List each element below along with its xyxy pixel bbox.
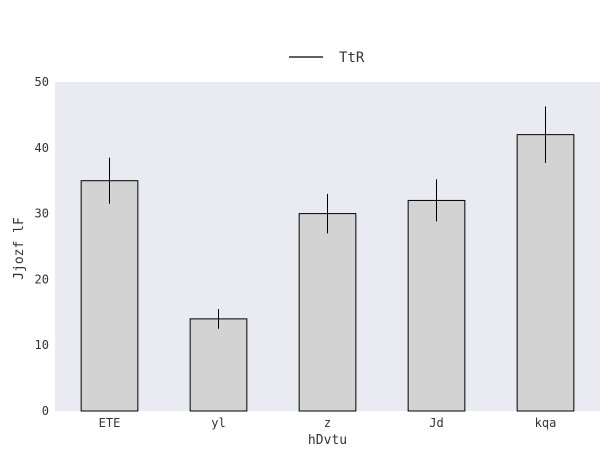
x-tick-label: Jd: [429, 416, 443, 430]
bar: [80, 180, 139, 412]
x-tick-label: yl: [211, 416, 225, 430]
y-tick-label: 10: [35, 338, 49, 352]
legend: TtR: [289, 50, 365, 66]
y-axis-ticks: 0 10 20 30 40 50: [35, 75, 49, 418]
x-tick-label: z: [324, 416, 331, 430]
y-tick-label: 0: [42, 404, 49, 418]
errorbars-group: [109, 106, 546, 329]
bar: [407, 199, 466, 412]
y-tick-label: 30: [35, 207, 49, 221]
x-tick-label: ETE: [99, 416, 121, 430]
legend-label: TtR: [339, 50, 365, 66]
x-axis-label: hDvtu: [308, 433, 347, 448]
y-tick-label: 20: [35, 272, 49, 286]
bars-group: [80, 134, 575, 412]
y-axis-label: Jjozf lF: [12, 217, 27, 280]
x-axis-ticks: ETE yl z Jd kqa: [99, 416, 557, 430]
y-tick-label: 40: [35, 141, 49, 155]
x-tick-label: kqa: [535, 416, 557, 430]
y-tick-label: 50: [35, 75, 49, 89]
bar: [189, 318, 248, 412]
bar: [298, 213, 357, 412]
bar: [516, 134, 575, 412]
